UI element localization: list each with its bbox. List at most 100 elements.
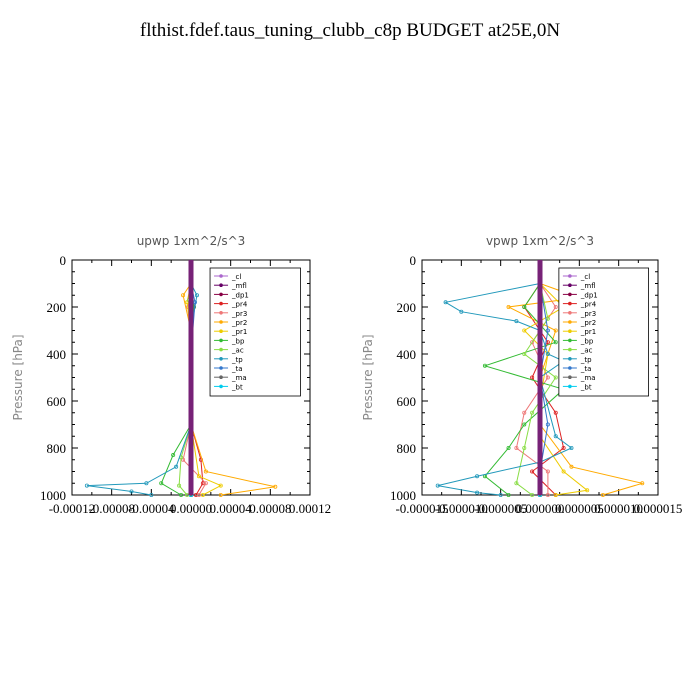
data-point xyxy=(530,469,535,474)
data-point xyxy=(506,492,511,497)
data-point xyxy=(522,410,527,415)
data-point xyxy=(553,328,558,333)
data-point xyxy=(218,483,223,488)
data-point xyxy=(553,492,558,497)
x-tick-label: -0.000010 xyxy=(435,501,488,516)
legend-marker xyxy=(568,384,572,389)
data-point xyxy=(545,492,550,497)
legend-label: _dp1 xyxy=(580,291,598,299)
legend-marker xyxy=(568,347,572,352)
legend-marker xyxy=(219,283,223,288)
legend-marker xyxy=(219,292,223,297)
data-point xyxy=(203,481,208,486)
chart-title: upwp 1xm^2/s^3 xyxy=(137,234,246,248)
data-point xyxy=(514,481,519,486)
legend-marker xyxy=(219,329,223,334)
y-tick-label: 200 xyxy=(47,300,67,315)
legend-label: _mfl xyxy=(231,282,247,290)
data-point xyxy=(482,363,487,368)
y-tick-label: 1000 xyxy=(40,488,66,503)
y-tick-label: 0 xyxy=(410,253,417,268)
legend-marker xyxy=(568,338,572,343)
legend-marker xyxy=(568,366,572,370)
legend-marker xyxy=(568,283,572,288)
legend-label: _bt xyxy=(231,383,243,391)
chart-1: upwp 1xm^2/s^3 Pressure [hPa] 0 200 400 600 80… xyxy=(11,234,331,516)
x-tick-label: 0.000015 xyxy=(634,501,683,516)
data-point xyxy=(443,300,448,305)
legend-label: _bp xyxy=(580,337,594,345)
data-point xyxy=(553,340,558,345)
legend-marker xyxy=(219,347,223,352)
series-group xyxy=(435,260,645,497)
data-point xyxy=(129,489,134,494)
data-point xyxy=(514,319,519,324)
y-tick-label: 600 xyxy=(47,394,67,409)
data-point xyxy=(585,488,590,493)
x-tick-label: 0.00004 xyxy=(210,501,253,516)
legend-marker xyxy=(219,274,223,278)
legend-label: _tp xyxy=(231,356,243,364)
data-point xyxy=(196,474,201,479)
legend-label: _pr4 xyxy=(580,301,597,309)
data-point xyxy=(177,483,182,488)
x-tick-label: 0.00000 xyxy=(170,501,212,516)
data-point xyxy=(553,375,558,380)
legend-label: _pr2 xyxy=(580,319,596,327)
data-point xyxy=(506,304,511,309)
data-point xyxy=(569,445,574,450)
data-point xyxy=(84,483,89,488)
data-point xyxy=(203,469,208,474)
legend-label: _pr1 xyxy=(231,328,247,336)
data-point xyxy=(530,340,535,345)
y-tick-label: 400 xyxy=(397,347,417,362)
legend-marker xyxy=(219,366,223,370)
data-point xyxy=(545,328,550,333)
series-line-ac xyxy=(515,283,557,496)
legend-marker xyxy=(219,320,223,324)
data-point xyxy=(553,434,558,439)
legend-marker xyxy=(568,274,572,278)
data-point xyxy=(522,445,527,450)
legend-label: _ta xyxy=(231,365,243,373)
data-point xyxy=(514,445,519,450)
data-point xyxy=(545,422,550,427)
data-point xyxy=(561,469,566,474)
legend-label: _dp1 xyxy=(231,291,249,299)
data-point xyxy=(600,492,605,497)
legend-marker xyxy=(219,357,223,361)
legend-label: _ma xyxy=(231,374,247,382)
data-point xyxy=(522,351,527,356)
legend-marker xyxy=(219,384,223,389)
y-tick-label: 600 xyxy=(397,394,417,409)
y-tick-label: 1000 xyxy=(390,488,416,503)
x-tick-label: -0.000005 xyxy=(474,501,527,516)
x-tick-label: 0.000000 xyxy=(516,501,565,516)
data-point xyxy=(545,351,550,356)
y-tick-label: 0 xyxy=(60,253,67,268)
x-tick-label: -0.00012 xyxy=(49,501,96,516)
data-point xyxy=(179,492,184,497)
data-point xyxy=(522,328,527,333)
y-tick-label: 800 xyxy=(47,441,67,456)
legend-marker xyxy=(568,329,572,334)
chart-title: vpwp 1xm^2/s^3 xyxy=(486,234,594,248)
data-point xyxy=(273,484,278,489)
legend-marker xyxy=(568,301,572,306)
y-tick-label: 800 xyxy=(397,441,417,456)
data-point xyxy=(475,490,480,495)
legend-label: _ta xyxy=(580,365,592,373)
x-tick-label: -0.00004 xyxy=(128,501,175,516)
x-tick-label: 0.000010 xyxy=(594,501,643,516)
legend-marker xyxy=(219,311,223,315)
data-point xyxy=(545,469,550,474)
legend-label: _pr2 xyxy=(231,319,247,327)
data-point xyxy=(569,464,574,469)
series-line-tp xyxy=(437,283,573,496)
legend-label: _pr3 xyxy=(580,310,596,318)
legend-marker xyxy=(568,375,572,380)
legend-label: _cl xyxy=(231,273,241,281)
legend-label: _pr4 xyxy=(231,301,248,309)
data-point xyxy=(530,410,535,415)
